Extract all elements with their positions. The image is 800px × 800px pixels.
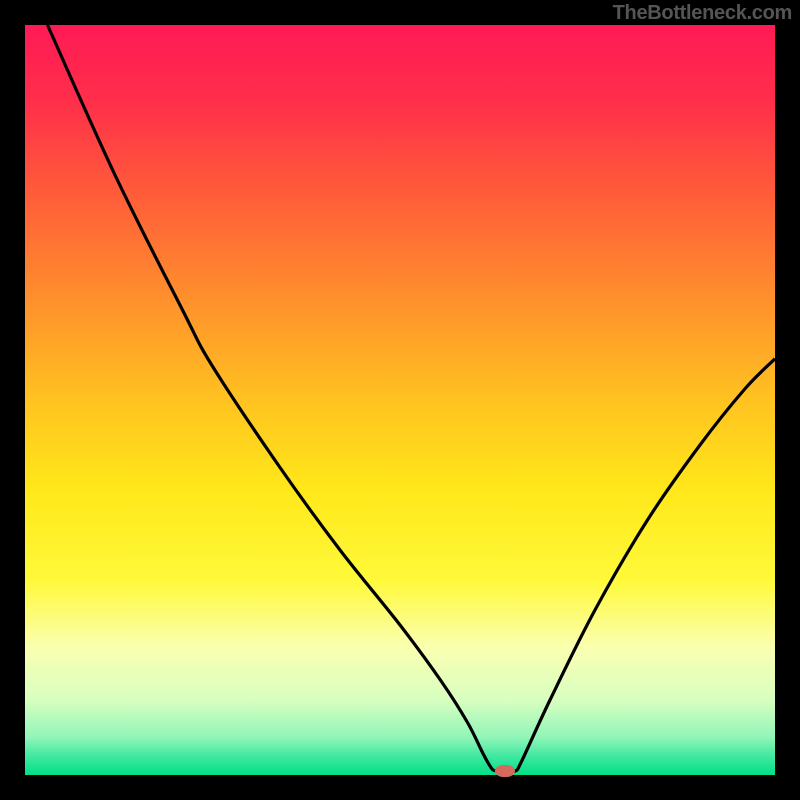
watermark-text: TheBottleneck.com <box>613 2 792 25</box>
bottleneck-curve <box>25 25 775 775</box>
chart-container: TheBottleneck.com <box>0 0 800 800</box>
plot-area <box>25 25 775 775</box>
minimum-marker <box>495 765 515 777</box>
